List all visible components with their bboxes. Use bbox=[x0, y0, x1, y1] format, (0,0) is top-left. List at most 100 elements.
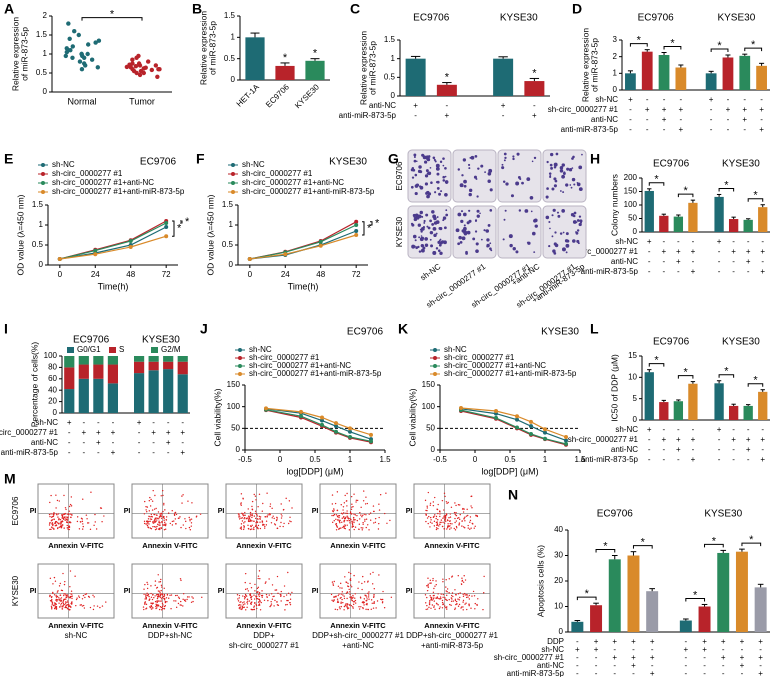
flow-event bbox=[429, 504, 431, 506]
flow-event bbox=[196, 515, 198, 517]
flow-event bbox=[242, 602, 244, 604]
flow-event bbox=[359, 511, 361, 514]
colony bbox=[418, 170, 421, 173]
flow-event bbox=[346, 512, 349, 515]
flow-event bbox=[367, 580, 369, 582]
flow-event bbox=[155, 607, 157, 610]
colony bbox=[438, 243, 442, 247]
flow-event bbox=[348, 588, 350, 591]
colony bbox=[512, 247, 516, 251]
condition-sign: - bbox=[576, 661, 579, 670]
data-point bbox=[529, 419, 533, 424]
panel-label: H bbox=[590, 151, 600, 167]
flow-event bbox=[433, 587, 435, 590]
flow-event bbox=[83, 607, 86, 609]
flow-event bbox=[251, 524, 253, 526]
colony bbox=[510, 194, 514, 198]
flow-event bbox=[464, 516, 466, 518]
flow-event bbox=[162, 510, 164, 513]
legend-marker bbox=[41, 163, 45, 167]
y-tick-label: 80 bbox=[48, 363, 57, 372]
flow-event bbox=[241, 605, 244, 608]
flow-event bbox=[249, 593, 251, 595]
flow-event bbox=[364, 503, 367, 505]
flow-event bbox=[276, 516, 278, 519]
flow-event bbox=[67, 526, 69, 529]
flow-event bbox=[237, 513, 240, 515]
colony bbox=[572, 155, 575, 159]
panel-label: E bbox=[4, 151, 13, 167]
flow-event bbox=[144, 598, 146, 600]
flow-event bbox=[71, 595, 73, 597]
colony bbox=[436, 172, 440, 176]
flow-event bbox=[264, 515, 266, 518]
flow-event bbox=[433, 606, 435, 608]
flow-event bbox=[160, 600, 162, 602]
flow-event bbox=[271, 517, 273, 519]
flow-event bbox=[477, 598, 479, 600]
flow-event bbox=[65, 516, 67, 518]
flow-event bbox=[470, 505, 472, 507]
flow-event bbox=[192, 600, 194, 603]
flow-event bbox=[343, 526, 345, 528]
flow-event bbox=[184, 600, 187, 602]
flow-event bbox=[244, 521, 246, 523]
colony bbox=[414, 239, 417, 242]
flow-event bbox=[69, 585, 71, 588]
condition-sign: + bbox=[676, 435, 681, 444]
condition-sign: - bbox=[662, 445, 665, 454]
flow-event bbox=[441, 607, 444, 609]
significance: * bbox=[585, 588, 590, 600]
x-tick-label: 24 bbox=[281, 270, 290, 279]
condition-sign: - bbox=[677, 425, 680, 434]
flow-event bbox=[468, 604, 470, 607]
data-point bbox=[130, 57, 135, 62]
condition-sign: + bbox=[594, 645, 599, 654]
flow-event bbox=[156, 601, 159, 603]
x-tick-label: EC9706 bbox=[264, 82, 291, 109]
flow-event bbox=[57, 513, 60, 515]
condition-sign: - bbox=[710, 115, 713, 124]
flow-event bbox=[241, 517, 243, 519]
flow-event bbox=[171, 510, 173, 512]
flow-event bbox=[247, 515, 250, 517]
condition-sign: - bbox=[576, 669, 579, 677]
flow-event bbox=[156, 593, 158, 596]
significance-bracket bbox=[172, 220, 175, 237]
flow-event bbox=[348, 571, 350, 574]
flow-event bbox=[159, 513, 161, 515]
flow-event bbox=[351, 597, 354, 599]
flow-event bbox=[333, 519, 335, 522]
flow-event bbox=[158, 520, 160, 522]
colony bbox=[433, 233, 437, 238]
flow-event bbox=[261, 594, 264, 597]
flow-event bbox=[257, 518, 259, 520]
colony bbox=[503, 218, 506, 221]
x-axis-label: Annexin V-FITC bbox=[424, 621, 480, 630]
flow-event bbox=[162, 604, 164, 606]
flow-event bbox=[331, 494, 334, 496]
condition-sign: - bbox=[761, 237, 764, 246]
flow-event bbox=[242, 513, 244, 515]
flow-event bbox=[435, 580, 437, 582]
flow-event bbox=[288, 500, 291, 502]
flow-event bbox=[237, 598, 239, 600]
condition-sign: - bbox=[718, 247, 721, 256]
y-tick-label: 20 bbox=[48, 397, 57, 406]
data-point bbox=[334, 424, 338, 429]
colony bbox=[444, 175, 447, 178]
flow-event bbox=[351, 526, 353, 528]
bar bbox=[524, 81, 545, 96]
condition-sign: - bbox=[533, 101, 536, 110]
flow-event bbox=[152, 525, 154, 528]
flow-event bbox=[441, 601, 444, 604]
flow-event bbox=[425, 602, 427, 604]
flow-event bbox=[147, 526, 149, 528]
flow-event bbox=[369, 573, 372, 575]
flow-event bbox=[384, 512, 386, 515]
condition-sign: - bbox=[68, 448, 71, 457]
flow-event bbox=[100, 507, 103, 509]
flow-event bbox=[455, 504, 457, 507]
condition-sign: + bbox=[594, 637, 599, 646]
colony bbox=[562, 191, 565, 194]
